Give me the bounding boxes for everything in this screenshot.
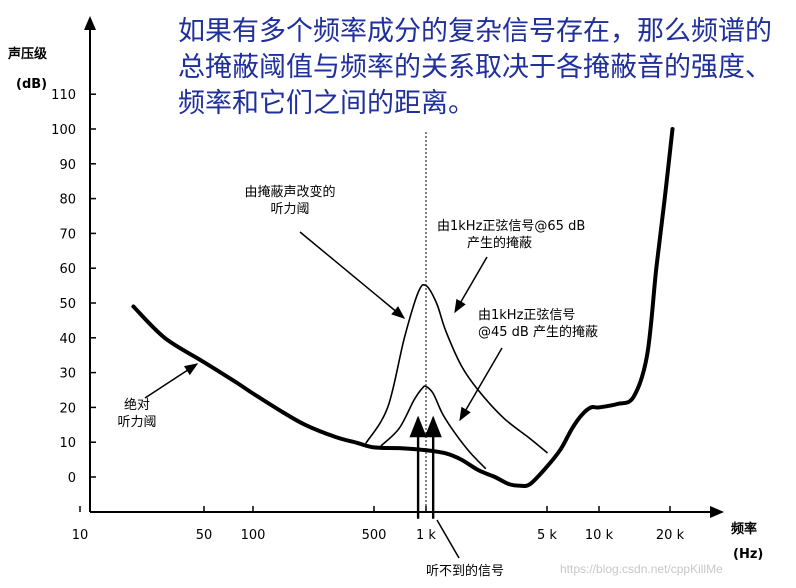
annotation-masking-45db-arrow [459,347,503,422]
y-axis-arrow [84,16,96,30]
x-tick-label: 10 k [585,528,614,543]
annotation-masking-65db-line: 由1kHz正弦信号@65 dB [437,218,585,234]
x-axis-arrow [710,506,724,518]
x-tick-label: 100 [241,528,266,543]
x-tick-label: 500 [362,528,387,543]
annotation-threshold-by-masker-line: 听力阈 [270,202,309,217]
y-tick-label: 60 [59,262,76,277]
annotation-absolute-threshold-arrow [144,363,199,399]
x-tick-label: 1 k [416,528,436,543]
watermark-text: https://blog.csdn.net/cppKillMe [560,562,723,576]
annotation-absolute-threshold-line: 听力阈 [117,415,156,430]
annotation-absolute-threshold-line: 绝对 [124,397,150,413]
y-tick-label: 90 [59,158,76,173]
x-tick-label: 5 k [537,528,557,543]
annotation-inaudible-signal-line: 听不到的信号 [426,563,504,579]
y-tick-label: 100 [51,123,76,138]
x-axis-label: 频率 [731,521,757,537]
annotation-masking-45db-line: 由1kHz正弦信号 [478,307,575,323]
y-tick-label: 40 [59,332,76,347]
y-axis-label: 声压级 [7,46,48,62]
y-tick-label: 110 [51,88,76,103]
y-tick-label: 0 [68,471,76,486]
y-tick-label: 50 [59,297,76,312]
x-tick-label: 20 k [656,528,685,543]
y-tick-label: 70 [59,227,76,242]
x-tick-label: 10 [72,528,89,543]
axes-layer: 声压级 (dB) 频率 (Hz) 0 10 20 30 40 50 60 70 80 90 100 110 10… [7,16,763,562]
y-tick-label: 30 [59,367,76,382]
x-tick-label: 50 [196,528,213,543]
annotation-masking-45db-line: @45 dB 产生的掩蔽 [478,324,598,340]
y-axis-unit: (dB) [16,77,47,92]
y-tick-label: 10 [59,436,76,451]
annotation-threshold-by-masker-line: 由掩蔽声改变的 [244,184,335,200]
annotation-masking-65db-arrow [454,256,488,314]
series-layer [131,127,675,519]
series-masking-45db [380,385,487,470]
y-tick-label: 20 [59,401,76,416]
x-axis-unit: (Hz) [733,547,763,562]
y-tick-label: 80 [59,193,76,208]
series-absolute-threshold [131,127,675,489]
series-masking-65db [365,283,548,454]
annotation-threshold-by-masker-arrow [299,231,406,319]
annotation-inaudible-signal-pointer [436,519,460,559]
annotation-masking-65db-line: 产生的掩蔽 [467,235,532,251]
slide-heading: 如果有多个频率成分的复杂信号存在，那么频谱的总掩蔽阈值与频率的关系取决于各掩蔽音… [178,16,772,119]
